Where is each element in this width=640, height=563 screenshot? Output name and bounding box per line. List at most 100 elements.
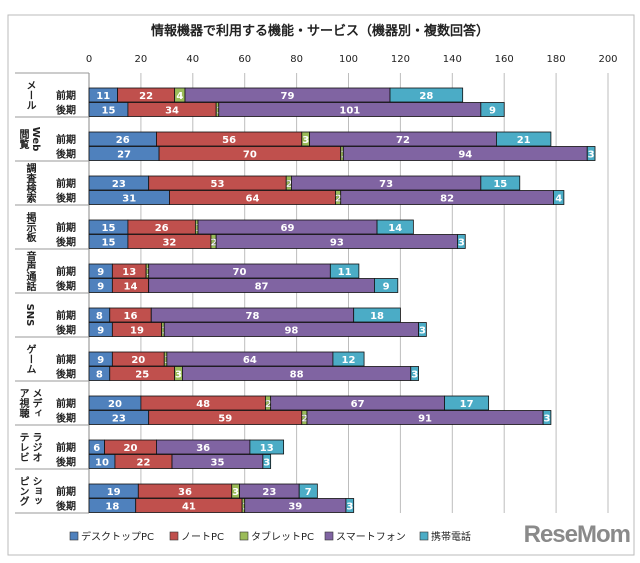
bar-segment (553, 190, 565, 205)
data-label: 21 (517, 135, 531, 146)
period-label: 後期 (56, 412, 76, 425)
period-label: 後期 (56, 280, 76, 293)
bar-segment (345, 498, 355, 513)
data-label: 27 (117, 150, 131, 161)
x-tick-label: 20 (135, 54, 148, 65)
data-label: 3 (175, 370, 182, 381)
data-label: 9 (489, 106, 496, 117)
data-label: 69 (281, 223, 295, 234)
data-label: 23 (262, 487, 276, 498)
data-label: 10 (95, 458, 109, 469)
data-label: 19 (107, 487, 121, 498)
x-tick-label: 40 (186, 54, 199, 65)
x-tick-label: 120 (391, 54, 410, 65)
data-label: 14 (388, 223, 402, 234)
period-label: 後期 (56, 236, 76, 249)
data-label: 91 (418, 414, 432, 425)
data-label: 26 (116, 135, 130, 146)
data-label: 56 (222, 135, 236, 146)
data-label: 7 (305, 487, 312, 498)
data-label: 16 (124, 311, 138, 322)
bar-segment (496, 131, 552, 147)
x-tick-label: 80 (290, 54, 303, 65)
legend-label: タブレットPC (251, 530, 314, 543)
period-label: 前期 (56, 221, 76, 234)
category-label: Web閲覧 (17, 127, 41, 152)
data-label: 3 (232, 487, 239, 498)
period-label: 後期 (56, 368, 76, 381)
data-label: 3 (588, 150, 595, 161)
period-label: 後期 (56, 148, 76, 161)
period-label: 前期 (56, 265, 76, 278)
data-label: 82 (440, 194, 454, 205)
category-label-part: ショッ (30, 476, 42, 506)
data-label: 15 (102, 106, 116, 117)
data-label: 13 (122, 267, 136, 278)
data-label: 20 (124, 443, 138, 454)
period-label: 前期 (56, 309, 76, 322)
period-label: 前期 (56, 133, 76, 146)
data-label: 101 (339, 106, 360, 117)
data-label: 35 (210, 458, 224, 469)
data-label: 9 (97, 282, 104, 293)
data-label: 9 (97, 355, 104, 366)
category-label-part: テレビ (17, 432, 29, 462)
category-label: 調査検索 (24, 162, 37, 204)
data-label: 6 (93, 443, 100, 454)
category-label: 掲示板 (24, 211, 36, 243)
data-label: 26 (155, 223, 169, 234)
period-label: 後期 (56, 500, 76, 513)
data-label: 3 (263, 458, 270, 469)
legend-label: デスクトップPC (81, 530, 154, 543)
category-label: SNS (24, 304, 35, 327)
bar-segment (542, 410, 552, 425)
data-label: 94 (458, 150, 472, 161)
x-tick-label: 200 (598, 54, 617, 65)
x-tick-label: 0 (86, 54, 92, 65)
legend-swatch (69, 531, 79, 541)
x-tick-label: 60 (238, 54, 251, 65)
bar-segment (262, 454, 272, 469)
data-label: 87 (255, 282, 269, 293)
bar-segment (586, 146, 596, 161)
data-label: 59 (218, 414, 232, 425)
legend-swatch (239, 531, 249, 541)
period-label: 前期 (56, 397, 76, 410)
data-label: 70 (243, 150, 257, 161)
data-label: 2 (286, 179, 293, 190)
data-label: 36 (196, 443, 210, 454)
data-label: 13 (260, 443, 274, 454)
data-label: 64 (243, 355, 257, 366)
data-label: 3 (411, 370, 418, 381)
data-label: 64 (246, 194, 260, 205)
bar-segment (480, 102, 505, 117)
data-label: 8 (96, 311, 103, 322)
data-label: 34 (165, 106, 179, 117)
bar-segment (376, 219, 414, 235)
data-label: 15 (493, 179, 507, 190)
bar-segment (410, 366, 419, 381)
data-label: 23 (112, 414, 126, 425)
bar-segment (298, 483, 318, 499)
data-label: 3 (302, 135, 309, 146)
data-label: 23 (112, 179, 126, 190)
bar-segment (418, 322, 427, 337)
period-label: 前期 (56, 177, 76, 190)
period-label: 後期 (56, 456, 76, 469)
period-label: 後期 (56, 192, 76, 205)
data-label: 9 (383, 282, 390, 293)
data-label: 20 (108, 399, 122, 410)
data-label: 14 (124, 282, 138, 293)
data-label: 2 (301, 414, 308, 425)
resemom-logo: ReseMom (523, 521, 631, 548)
bar-segment (480, 175, 521, 191)
data-label: 15 (102, 238, 116, 249)
data-label: 88 (290, 370, 304, 381)
legend-label: 携帯電話 (431, 530, 471, 543)
data-label: 36 (178, 487, 192, 498)
x-tick-label: 180 (547, 54, 566, 65)
legend-label: ノートPC (181, 532, 224, 543)
data-label: 41 (182, 502, 196, 513)
data-label: 70 (233, 267, 247, 278)
data-label: 18 (105, 502, 119, 513)
